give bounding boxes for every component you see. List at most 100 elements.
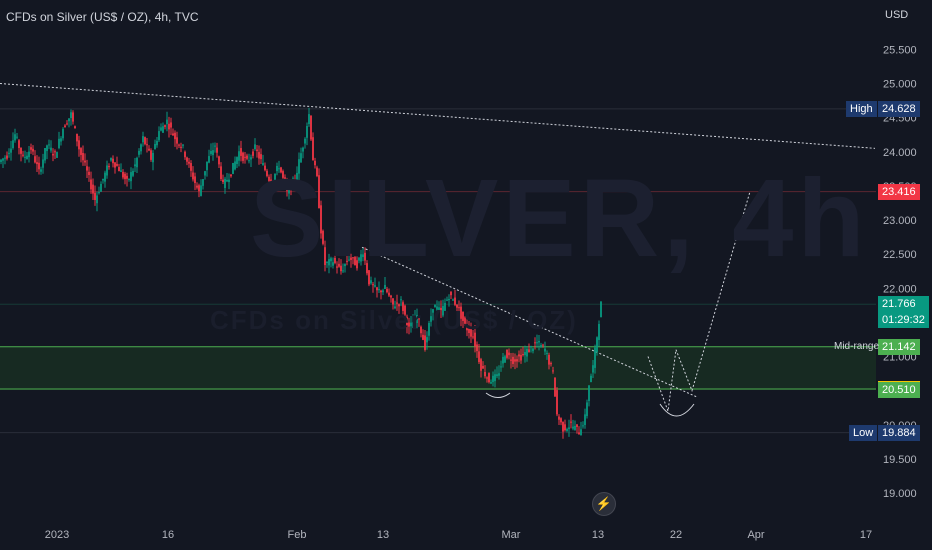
x-tick-label: 13 [592, 529, 604, 541]
candle-body [536, 342, 538, 344]
time-axis[interactable]: 2023 16 Feb 13 Mar 13 22 Apr 17 [45, 529, 872, 541]
y-tick-label: 19.000 [883, 488, 917, 500]
candle-body [18, 140, 20, 149]
candle-body [158, 131, 160, 141]
candle-body [534, 342, 536, 344]
candle-body [360, 254, 362, 262]
trendlines [0, 83, 876, 417]
candle-body [546, 352, 548, 354]
y-tick-label: 25.500 [883, 44, 917, 56]
candle-body [128, 178, 130, 180]
candle-body [200, 185, 202, 196]
candle-body [488, 373, 490, 383]
candle-body [318, 175, 320, 209]
candle-body [504, 356, 506, 363]
candle-body [466, 325, 468, 331]
candle-body [90, 179, 92, 190]
candles [0, 107, 602, 439]
candle-body [152, 152, 154, 163]
candle-body [530, 346, 532, 348]
y-tick-label: 22.500 [883, 249, 917, 261]
candle-body [374, 285, 376, 287]
candle-body [410, 322, 412, 327]
candle-body [106, 165, 108, 176]
candle-body [322, 230, 324, 244]
candle-body [562, 421, 564, 432]
symbol-title[interactable]: CFDs on Silver (US$ / OZ), 4h, TVC [6, 10, 199, 24]
candle-body [414, 315, 416, 323]
candle-body [118, 167, 120, 172]
candle-body [144, 137, 146, 145]
candle-body [86, 166, 88, 171]
candle-body [296, 172, 298, 183]
candle-body [78, 140, 80, 150]
candle-body [164, 125, 166, 127]
candle-body [0, 159, 2, 163]
candle-body [458, 307, 460, 309]
candle-body [32, 148, 34, 152]
candle-body [372, 284, 374, 286]
candle-body [366, 263, 368, 274]
symbol-watermark-description: CFDs on Silver (US$ / OZ) [210, 305, 578, 335]
candle-body [160, 127, 162, 131]
candle-body [22, 154, 24, 156]
candle-body [330, 258, 332, 262]
candle-body [440, 307, 442, 311]
candle-body [470, 329, 472, 337]
candle-body [592, 365, 594, 373]
candle-body [434, 304, 436, 308]
candle-body [54, 151, 56, 153]
candle-body [146, 144, 148, 146]
candle-body [224, 178, 226, 189]
candle-body [80, 148, 82, 155]
candle-body [338, 263, 340, 267]
candle-body [516, 359, 518, 362]
candle-body [240, 148, 242, 156]
candle-body [216, 147, 218, 153]
candle-body [550, 363, 552, 365]
candle-body [218, 156, 220, 165]
candle-body [482, 365, 484, 369]
candle-body [14, 134, 16, 141]
candle-body [468, 327, 470, 334]
candle-body [444, 302, 446, 311]
candle-body [174, 132, 176, 140]
candle-body [418, 318, 420, 320]
candle-body [168, 123, 170, 130]
candle-body [496, 374, 498, 377]
curve-annotation [485, 392, 511, 398]
candle-body [526, 348, 528, 357]
candle-body [472, 336, 474, 338]
candle-body [598, 323, 600, 341]
candle-body [398, 304, 400, 307]
candle-body [332, 262, 334, 266]
price-tag: 20.510 [878, 381, 920, 398]
candle-body [588, 385, 590, 401]
candle-body [340, 265, 342, 272]
candle-body [292, 178, 294, 182]
candle-body [140, 144, 142, 152]
price-tag: 21.766 01:29:32 [878, 296, 929, 329]
candle-body [406, 316, 408, 327]
lightning-icon[interactable]: ⚡ [592, 492, 616, 516]
candle-body [552, 370, 554, 372]
candle-body [96, 195, 98, 204]
candle-body [438, 307, 440, 310]
candle-body [64, 125, 66, 128]
candle-body [20, 147, 22, 154]
candle-body [252, 151, 254, 156]
candle-body [92, 184, 94, 194]
candle-body [350, 257, 352, 260]
candle-body [214, 145, 216, 147]
candle-body [284, 177, 286, 183]
candle-body [502, 356, 504, 364]
candle-body [84, 160, 86, 163]
symbol-watermark: SILVER, 4h [250, 157, 869, 280]
candle-body [126, 175, 128, 179]
price-tag-value: 21.766 [882, 298, 916, 311]
price-tag: 19.884 [878, 424, 920, 441]
candle-body [594, 347, 596, 368]
candle-body [6, 155, 8, 159]
